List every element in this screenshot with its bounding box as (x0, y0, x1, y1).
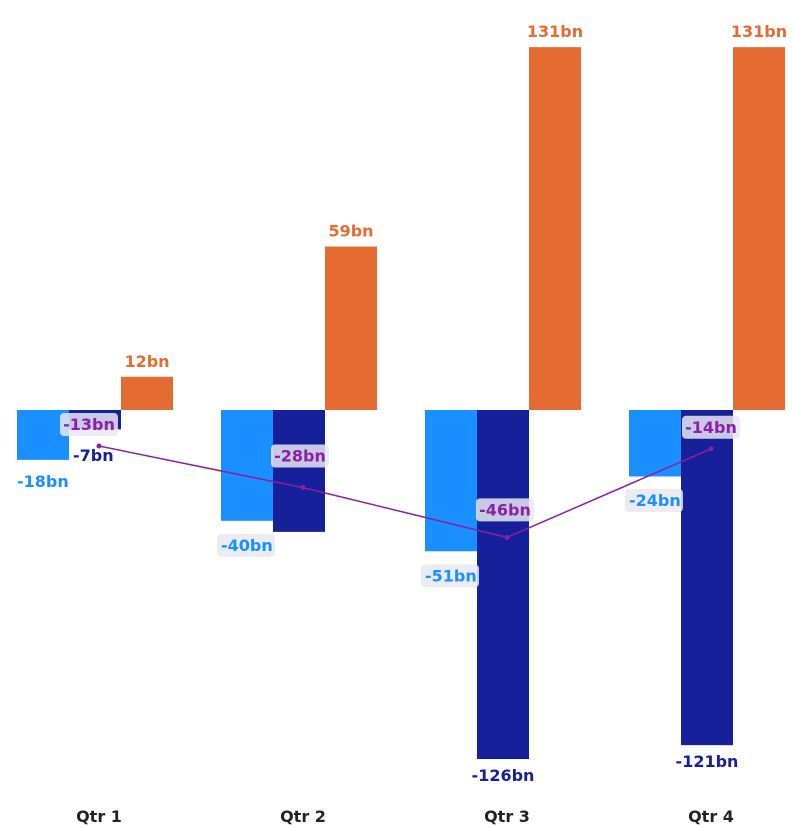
bar-series1-4 (629, 410, 681, 477)
line-label-4-bg (682, 415, 740, 439)
bar-series3-4 (733, 47, 785, 410)
category-label-3: Qtr 3 (484, 807, 530, 826)
bar-series2-4 (681, 410, 733, 746)
line-point-2 (300, 485, 306, 491)
bar-series1-3 (425, 410, 477, 552)
line-label-3: -46bn (479, 500, 531, 519)
line-point-4 (708, 446, 714, 452)
bar-series3-1 (121, 376, 173, 410)
data-label-series3-3: 131bn (527, 22, 583, 41)
category-label-1: Qtr 1 (76, 807, 122, 826)
category-label-2: Qtr 2 (280, 807, 326, 826)
line-label-1-bg (60, 413, 118, 437)
data-label-series1-3-bg (421, 564, 479, 588)
line-label-2-bg (271, 444, 329, 468)
bar-series3-2 (325, 246, 377, 410)
line-label-4: -14bn (685, 418, 737, 437)
data-label-series1-2: -40bn (221, 536, 273, 555)
data-label-series3-1: 12bn (124, 352, 169, 371)
bar-series2-2 (273, 410, 325, 532)
data-label-series1-4-bg (625, 489, 683, 512)
bar-series1-2 (221, 410, 273, 521)
category-label-4: Qtr 4 (688, 807, 734, 826)
data-label-series2-4: -121bn (676, 752, 739, 771)
bar-series2-3 (477, 410, 529, 760)
line-point-1 (96, 443, 102, 449)
data-label-series3-4: 131bn (731, 22, 787, 41)
data-label-series2-3: -126bn (472, 766, 535, 785)
data-label-series1-4: -24bn (629, 491, 681, 510)
data-label-series2-1: -7bn (73, 446, 114, 465)
data-label-series1-3: -51bn (425, 566, 477, 585)
data-label-series1-2-bg (217, 533, 275, 557)
line-series (98, 445, 712, 539)
line-label-3-bg (476, 498, 534, 522)
bar-series3-3 (529, 47, 581, 410)
data-label-series3-2: 59bn (328, 222, 373, 241)
line-label-2: -28bn (274, 447, 326, 466)
line-point-3 (504, 534, 510, 540)
line-label-1: -13bn (63, 415, 115, 434)
data-label-series1-1: -18bn (17, 472, 69, 491)
